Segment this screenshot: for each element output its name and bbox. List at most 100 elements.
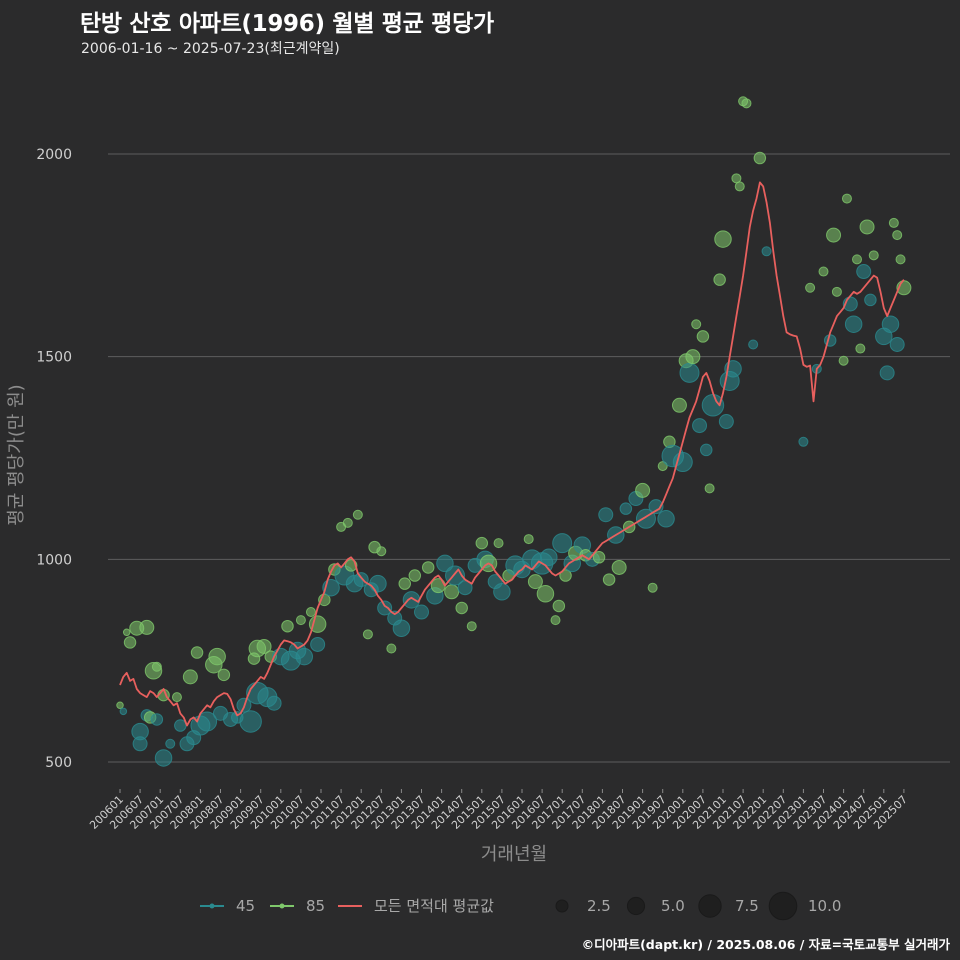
scatter-point-45 xyxy=(377,600,393,616)
scatter-point-45 xyxy=(619,502,633,515)
scatter-point-85 xyxy=(855,343,866,354)
scatter-point-45 xyxy=(540,548,558,567)
legend-size-circle xyxy=(555,899,569,913)
scatter-point-85 xyxy=(281,619,294,633)
scatter-point-85 xyxy=(408,569,422,582)
y-axis-ticks: 500 1000 1500 2000 xyxy=(36,147,72,771)
average-line-layer xyxy=(119,181,905,727)
scatter-point-45 xyxy=(648,499,664,515)
scatter-point-45 xyxy=(132,736,148,752)
scatter-point-45 xyxy=(598,507,614,523)
scatter-point-45 xyxy=(657,510,675,528)
scatter-point-85 xyxy=(859,219,875,235)
scatter-point-85 xyxy=(714,230,732,248)
scatter-point-85 xyxy=(818,266,829,277)
scatter-point-85 xyxy=(256,638,272,654)
scatter-point-45 xyxy=(353,572,369,588)
y-tick-label: 2000 xyxy=(36,147,72,163)
scatter-point-85 xyxy=(151,661,162,672)
scatter-point-85 xyxy=(122,628,131,637)
scatter-point-85 xyxy=(713,273,726,286)
scatter-point-85 xyxy=(868,250,879,261)
scatter-point-85 xyxy=(217,668,231,682)
scatter-point-45 xyxy=(457,580,473,596)
scatter-point-45 xyxy=(864,293,877,307)
scatter-point-85 xyxy=(826,227,842,243)
scatter-point-45 xyxy=(552,533,573,554)
scatter-point-85 xyxy=(704,483,715,494)
y-tick-label: 1500 xyxy=(36,350,72,366)
scatter-point-85 xyxy=(362,629,373,640)
y-axis-title: 평균 평당가(만 원) xyxy=(6,384,27,525)
scatter-point-85 xyxy=(841,193,852,204)
scatter-point-45 xyxy=(761,246,772,257)
scatter-point-85 xyxy=(734,181,745,192)
scatter-point-85 xyxy=(352,509,363,520)
scatter-point-85 xyxy=(386,643,397,654)
scatter-point-85 xyxy=(444,584,460,600)
scatter-point-85 xyxy=(171,692,182,703)
legend-size-circle xyxy=(626,896,646,916)
scatter-point-85 xyxy=(123,636,137,649)
legend-size-label: 7.5 xyxy=(735,897,759,915)
legend-key-dot-45 xyxy=(209,903,215,909)
scatter-point-85 xyxy=(741,98,752,109)
scatter-point-45 xyxy=(679,362,700,383)
scatter-point-85 xyxy=(342,517,353,528)
chart-title: 탄방 산호 아파트(1996) 월별 평균 평당가 xyxy=(80,11,494,37)
scatter-point-45 xyxy=(718,414,734,430)
scatter-point-85 xyxy=(523,534,534,545)
scatter-point-45 xyxy=(150,713,164,726)
scatter-point-85 xyxy=(466,621,477,632)
scatter-point-85 xyxy=(602,573,616,586)
scatter-point-85 xyxy=(888,217,899,228)
scatter-point-85 xyxy=(647,582,658,593)
scatter-point-45 xyxy=(119,707,128,716)
scatter-point-85 xyxy=(182,669,198,685)
legend-size-circle xyxy=(698,894,722,918)
scatter-point-45 xyxy=(700,443,713,457)
scatter-point-45 xyxy=(414,604,429,620)
scatter-point-85 xyxy=(671,397,687,413)
source-credit: ©디아파트(dapt.kr) / 2025.08.06 / 자료=국토교통부 실… xyxy=(581,937,950,952)
legend-label-45: 45 xyxy=(236,897,255,915)
legend-size-label: 5.0 xyxy=(661,897,685,915)
scatter-point-85 xyxy=(398,577,411,590)
scatter-point-85 xyxy=(421,561,435,574)
legend-label-avg: 모든 면적대 평균값 xyxy=(374,897,494,915)
scatter-points xyxy=(116,96,912,767)
scatter-point-85 xyxy=(190,646,204,659)
scatter-point-85 xyxy=(305,607,316,618)
scatter-point-85 xyxy=(493,538,504,549)
y-tick-label: 500 xyxy=(45,755,72,771)
scatter-point-45 xyxy=(879,365,895,381)
grid-lines xyxy=(108,153,950,763)
scatter-point-85 xyxy=(696,330,710,343)
scatter-point-45 xyxy=(174,719,187,732)
scatter-point-85 xyxy=(552,599,566,613)
legend-size-label: 10.0 xyxy=(808,897,841,915)
scatter-point-85 xyxy=(559,569,572,582)
scatter-point-85 xyxy=(592,551,606,564)
scatter-point-45 xyxy=(165,738,176,749)
legend-size-circle xyxy=(768,891,798,921)
scatter-point-45 xyxy=(266,695,282,711)
scatter-point-85 xyxy=(753,151,767,165)
scatter-point-85 xyxy=(685,349,701,365)
scatter-point-85 xyxy=(852,254,862,265)
scatter-point-85 xyxy=(527,574,543,590)
x-axis-ticks: 2006012006072007012007072008012008072009… xyxy=(87,789,910,832)
scatter-point-85 xyxy=(895,254,906,265)
scatter-point-85 xyxy=(208,647,226,666)
scatter-point-45 xyxy=(844,315,863,333)
scatter-point-85 xyxy=(116,701,124,710)
scatter-point-45 xyxy=(493,583,511,601)
legend: 45 85 모든 면적대 평균값 2.5 5.0 7.5 10.0 xyxy=(200,891,841,921)
scatter-point-85 xyxy=(805,282,816,293)
scatter-point-45 xyxy=(369,574,387,593)
scatter-point-45 xyxy=(798,436,809,447)
legend-label-85: 85 xyxy=(306,897,325,915)
scatter-point-45 xyxy=(856,264,872,280)
scatter-point-45 xyxy=(392,619,411,637)
